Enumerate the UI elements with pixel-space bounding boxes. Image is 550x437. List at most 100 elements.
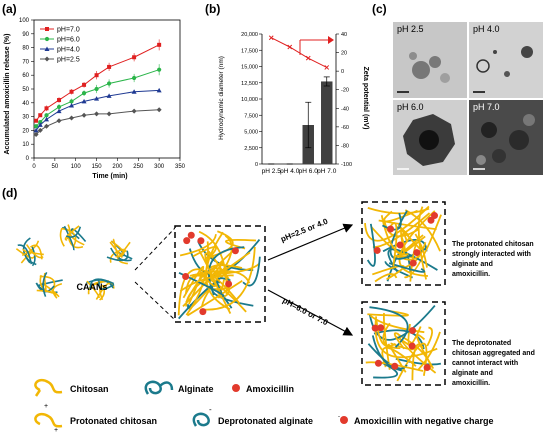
zeta-point [324,65,330,70]
panel-label-a: (a) [2,2,17,16]
y-tick-label: 50 [22,87,29,93]
polymer-strand [186,279,243,317]
legend-entry: pH=2.5 [57,57,80,64]
data-point [38,120,43,125]
amoxicillin-particle [377,324,385,332]
polymer-strand [95,282,111,300]
polymer-strand [59,227,65,247]
data-point [81,112,87,118]
panel-label-d: (d) [2,186,18,200]
polymer-strand [198,249,217,288]
data-point [44,36,50,42]
tem-label: pH 2.5 [397,24,424,34]
x-tick-label: 350 [175,164,186,170]
amoxicillin-particle [199,308,207,316]
protonated-chitosan-legend-icon: + + [34,403,63,434]
data-point [45,27,49,31]
tem-label: pH 4.0 [473,24,500,34]
data-point [56,104,62,110]
caan-nanoparticles [15,224,133,301]
data-point [156,87,162,93]
arrow-acidic [267,223,354,261]
polymer-strand [188,235,233,311]
polymer-strand [31,246,36,267]
panel-label-b: (b) [205,2,221,16]
data-point [132,55,137,60]
tem-image-ph40: pH 4.0 [469,22,543,98]
amoxicillin-legend-icon [232,384,240,392]
data-point [69,115,75,121]
data-point [56,108,62,114]
polymer-strand [98,281,115,290]
series-pH=2.5 [33,107,162,138]
y-tick-label: 20,000 [241,32,258,38]
plot-frame [33,19,181,159]
legend-entry: pH=4.0 [57,47,80,54]
tem-label: pH 7.0 [473,102,500,112]
text-line: alginate and [452,261,493,268]
y2-tick-label: -20 [341,88,349,94]
polymer-strand [65,226,82,238]
polymer-strand [382,322,401,350]
polymer-strand [426,326,433,347]
data-point [44,123,50,129]
scheme-legend: Chitosan Alginate Amoxicillin + + Proton… [34,378,494,434]
zeta-point [287,44,293,50]
data-point [38,113,43,118]
data-point [106,111,112,117]
tem-image-ph60: pH 6.0 [393,100,467,175]
text-line: amoxicillin. [452,380,490,387]
text-line: alginate and [452,370,493,377]
polymer-strand [380,215,409,256]
polymer-strand [30,244,43,260]
data-point [69,103,75,108]
polymer-strand [17,244,33,265]
polymer-strand [189,270,251,284]
polymer-strand [242,256,261,287]
data-point [44,113,49,118]
polymer-strand [89,278,115,291]
bar [321,81,333,164]
data-point [37,127,43,133]
polymer-strand [382,239,428,253]
x-tick-label: 50 [52,164,59,170]
data-point [33,127,39,133]
polymer-strand [367,310,409,317]
chitosan-legend-icon [34,378,63,397]
legend-amox-negative: Amoxicillin with negative charge [354,416,494,426]
series-line [35,69,160,127]
data-point [44,56,50,62]
category-label: pH 4.0 [280,168,300,175]
polymer-strand [368,305,436,341]
y-tick-label: 2,500 [244,146,258,152]
y-tick-label: 10 [22,142,29,148]
y2-tick-label: -80 [341,143,349,149]
data-point [132,75,137,81]
x-tick-label: 300 [154,164,165,170]
series-pH=7.0 [34,39,162,123]
polymer-strand [205,247,237,290]
y-tick-label: 60 [22,73,29,79]
data-point [94,96,100,101]
polymer-strand [381,212,402,231]
x-tick-label: 0 [32,164,36,170]
data-point [157,42,162,47]
y-tick-label: 0 [255,162,258,168]
amoxicillin-particle [182,272,190,280]
y-axis-label: Hydrodynamic diameter (nm) [218,56,225,140]
data-point [82,82,87,87]
data-point [57,98,62,103]
data-point [81,98,87,104]
x-axis-label: Time (min) [92,173,127,180]
polymer-strand [110,247,132,262]
y-tick-label: 0 [26,156,30,162]
amoxicillin-particle [409,327,417,335]
amoxicillin-particle [387,225,395,233]
data-point [69,89,74,94]
zeta-line [271,37,327,68]
polymer-strand [393,332,405,350]
category-label: pH 2.5 [262,168,282,175]
series-line [35,89,160,131]
amoxicillin-particle [374,359,382,367]
y2-tick-label: -40 [341,106,349,112]
